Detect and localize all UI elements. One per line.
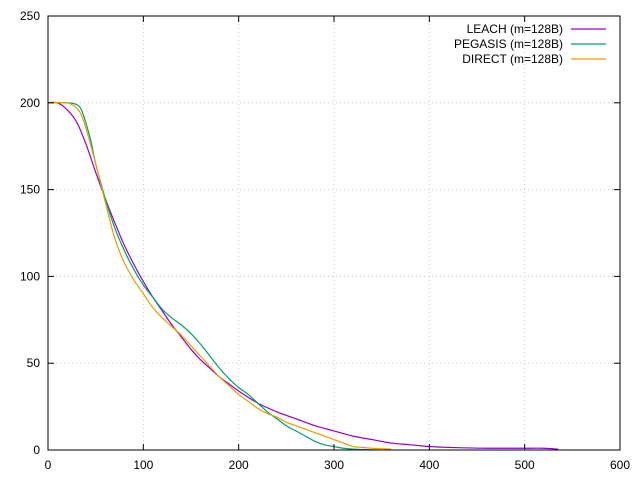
x-tick-label: 200: [229, 458, 249, 472]
y-tick-label: 0: [33, 443, 40, 457]
x-tick-label: 300: [324, 458, 344, 472]
series-line-leach: [47, 101, 559, 450]
series-lines: [47, 101, 559, 451]
y-tick-label: 100: [20, 269, 40, 283]
x-tick-label: 100: [133, 458, 153, 472]
y-tick-label: 250: [20, 9, 40, 23]
legend-label-pegasis: PEGASIS (m=128B): [454, 37, 563, 51]
legend-label-leach: LEACH (m=128B): [467, 22, 563, 36]
y-tick-label: 50: [27, 356, 41, 370]
legend-label-direct: DIRECT (m=128B): [462, 52, 563, 66]
series-line-direct: [47, 101, 392, 450]
grid-lines: [48, 16, 620, 450]
x-tick-label: 600: [610, 458, 630, 472]
axis-ticks: 0 100 200 300 400 500 600 0 50 100 150 200 250: [20, 9, 630, 472]
x-tick-label: 400: [419, 458, 439, 472]
y-tick-label: 200: [20, 96, 40, 110]
x-tick-label: 500: [515, 458, 535, 472]
x-tick-label: 0: [45, 458, 52, 472]
y-tick-label: 150: [20, 183, 40, 197]
legend: LEACH (m=128B)PEGASIS (m=128B)DIRECT (m=…: [454, 22, 606, 66]
